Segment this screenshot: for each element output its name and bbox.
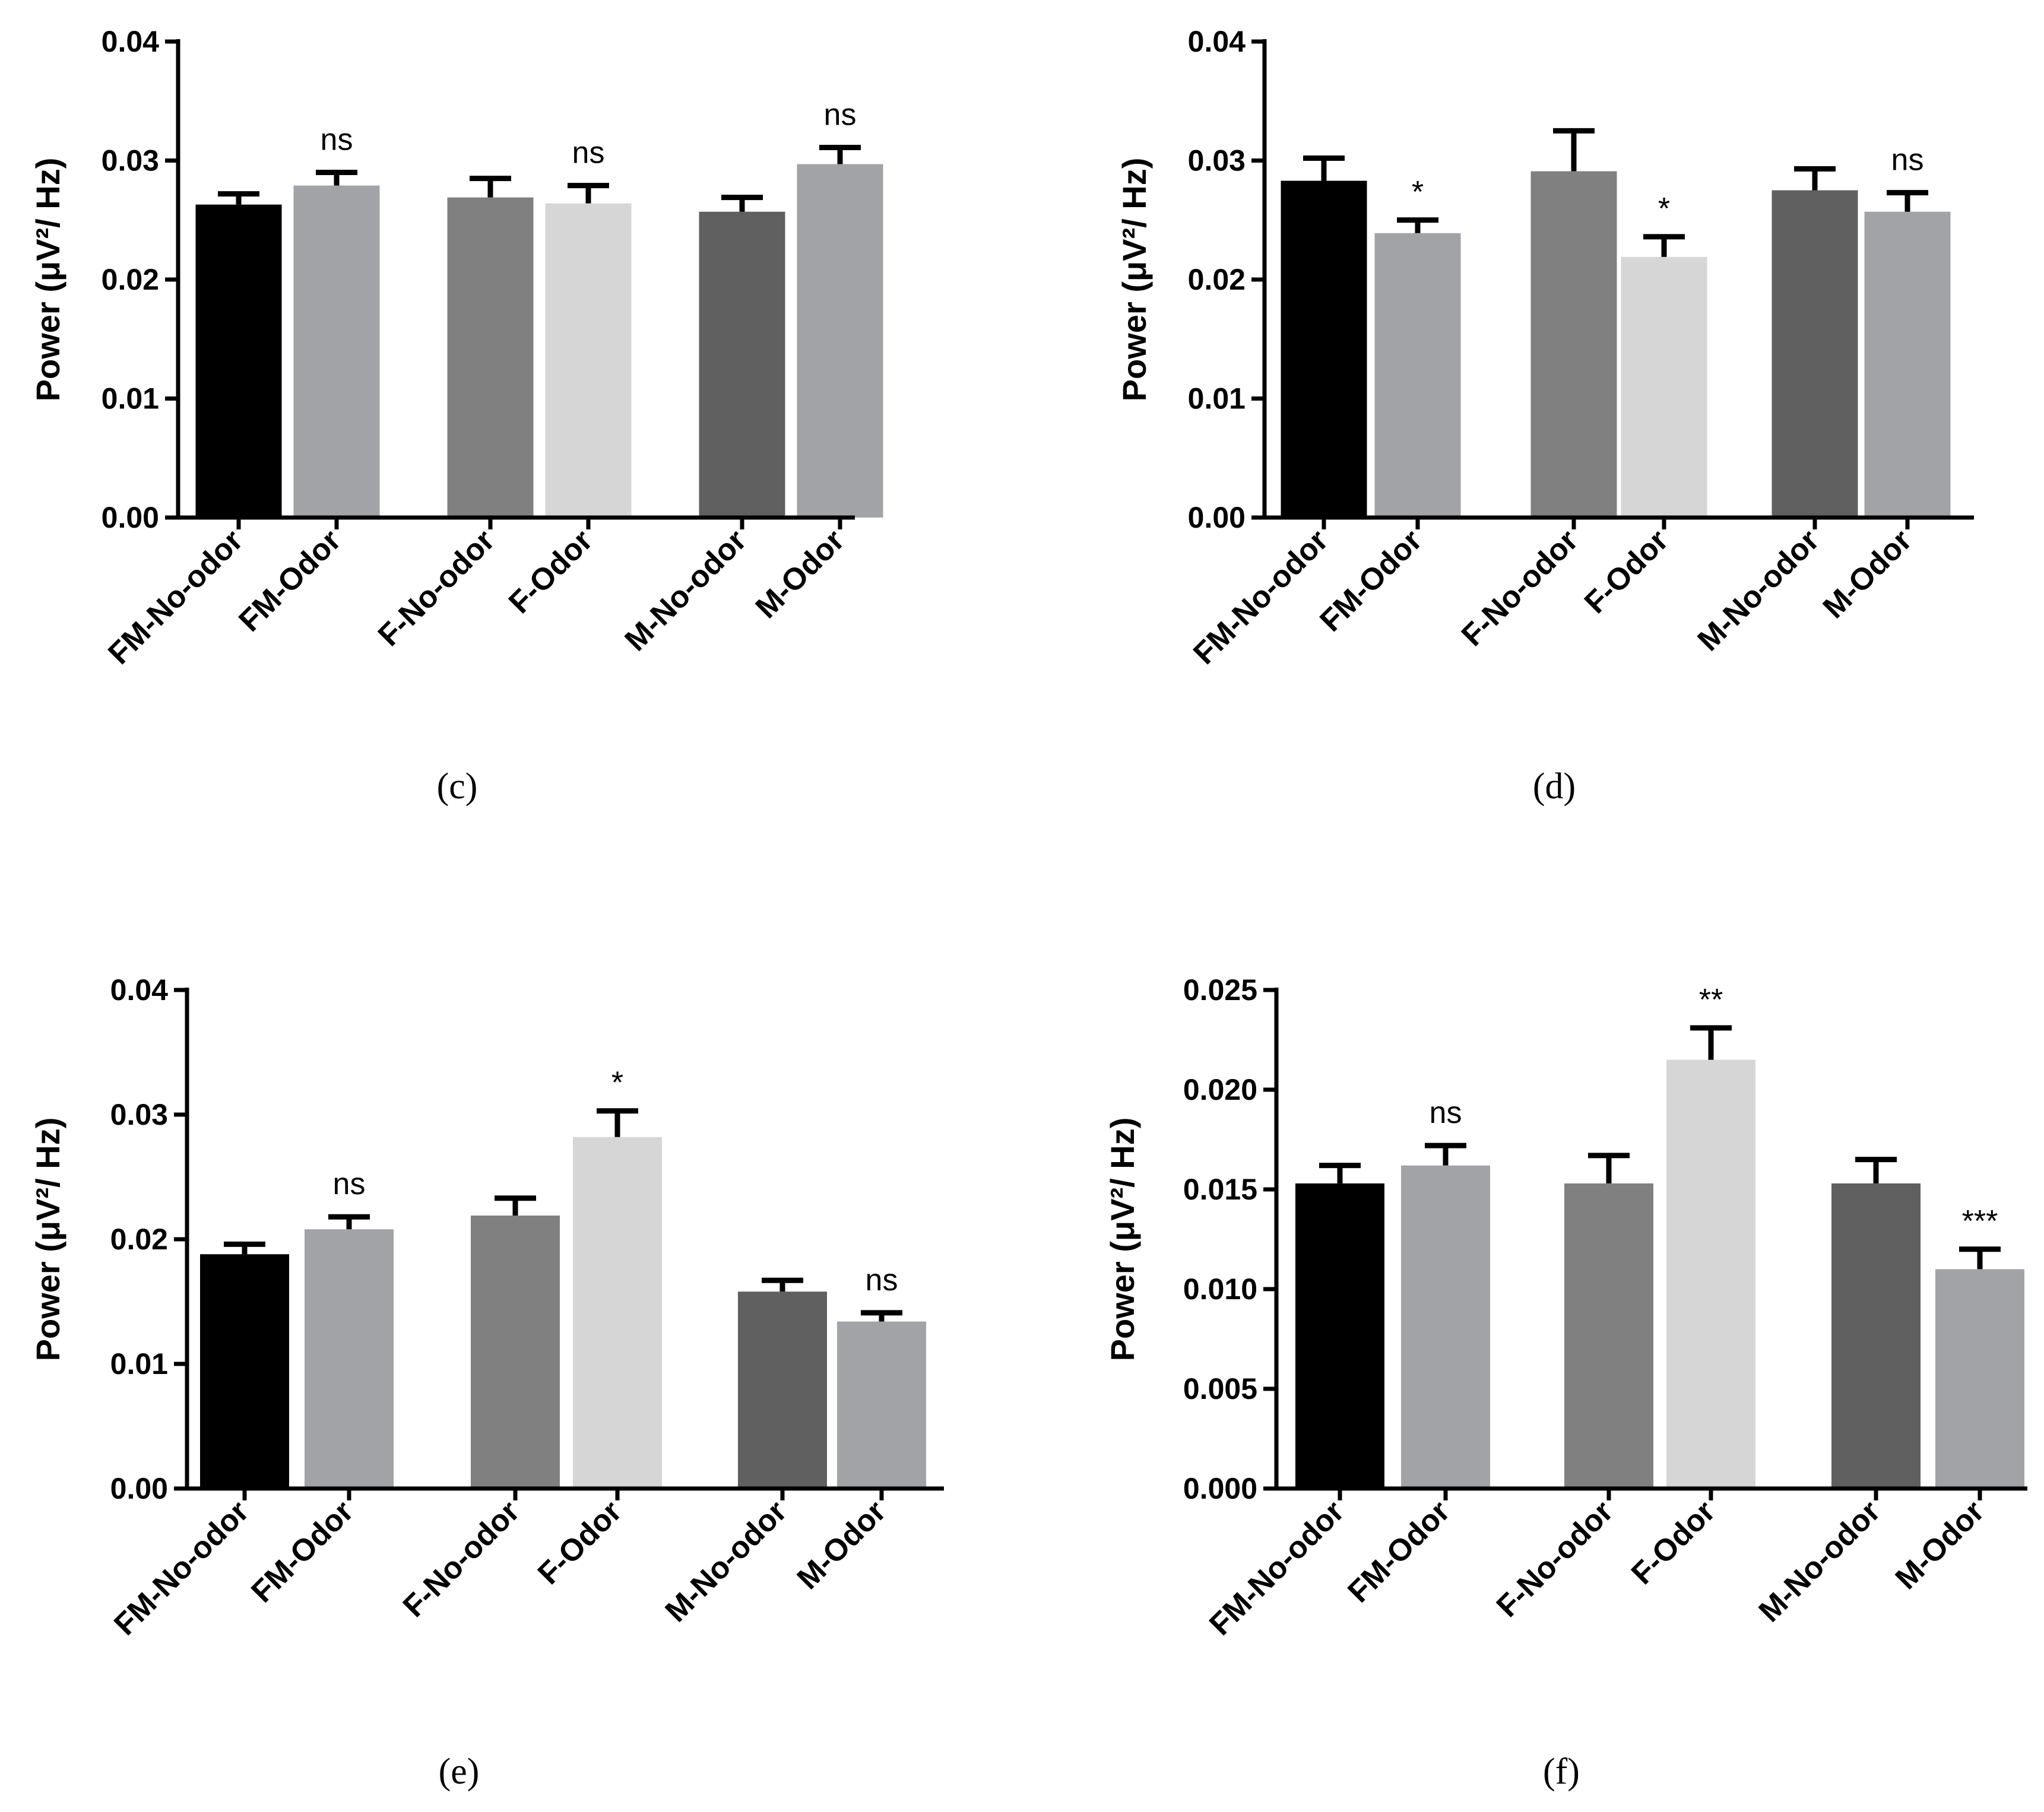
- x-tick-label: FM-Odor: [245, 1494, 360, 1609]
- x-tick-label: F-No-odor: [1455, 523, 1585, 653]
- y-tick-label: 0.00: [1188, 501, 1246, 534]
- significance-label: ns: [1891, 143, 1924, 177]
- significance-label: ns: [1430, 1096, 1462, 1130]
- x-tick-label: FM-Odor: [1341, 1494, 1456, 1609]
- y-tick-label: 0.00: [102, 501, 159, 534]
- chart-panel-e: ns * ns 0.00 0.01 0.02 0.03 0.04 FM-No-odorFM-Od…: [29, 973, 944, 1792]
- bar-m-no-odor: [1831, 1183, 1921, 1489]
- bar-f-odor: [573, 1137, 662, 1489]
- significance-label: *: [1412, 175, 1424, 210]
- y-tick-label: 0.01: [110, 1347, 168, 1381]
- bar-m-no-odor: [1772, 190, 1858, 518]
- x-tick-label: M-No-odor: [659, 1494, 794, 1629]
- y-tick-label: 0.04: [110, 973, 169, 1007]
- significance-label: ns: [824, 97, 857, 132]
- x-tick-label: FM-Odor: [232, 523, 347, 638]
- y-tick-label: 0.02: [102, 263, 159, 296]
- bar-m-no-odor: [738, 1291, 827, 1489]
- bar-f-odor: [545, 203, 632, 518]
- bar-m-no-odor: [699, 211, 785, 518]
- bar-f-no-odor: [471, 1216, 560, 1489]
- bar-fm-odor: [293, 185, 380, 518]
- significance-label: *: [611, 1066, 623, 1100]
- bar-m-odor: [1935, 1269, 2024, 1489]
- bar-f-no-odor: [1564, 1183, 1653, 1489]
- panel-label: (e): [439, 1751, 480, 1792]
- y-axis-title: Power (μV²/ Hz): [29, 158, 66, 402]
- panel-label: (c): [437, 766, 478, 807]
- significance-label: **: [1699, 983, 1723, 1017]
- y-tick-label: 0.02: [1188, 263, 1246, 296]
- y-tick-label: 0.03: [110, 1098, 168, 1131]
- x-tick-label: FM-No-odor: [102, 523, 249, 671]
- y-tick-label: 0.01: [102, 382, 159, 415]
- bar-fm-no-odor: [200, 1254, 289, 1489]
- x-tick-label: M-No-odor: [1691, 523, 1826, 658]
- bar-fm-no-odor: [1295, 1183, 1384, 1489]
- bar-f-no-odor: [447, 197, 534, 518]
- x-tick-label: M-Odor: [791, 1494, 893, 1596]
- y-tick-label: 0.015: [1183, 1173, 1257, 1206]
- x-tick-label: F-No-odor: [1490, 1494, 1620, 1624]
- significance-label: ns: [572, 136, 605, 170]
- x-tick-label: F-Odor: [1625, 1494, 1722, 1591]
- y-axis-title: Power (μV²/ Hz): [29, 1118, 66, 1362]
- significance-label: ns: [333, 1167, 366, 1201]
- y-tick-label: 0.01: [1188, 382, 1246, 415]
- x-tick-label: M-No-odor: [619, 523, 753, 658]
- significance-label: *: [1658, 192, 1670, 226]
- x-tick-label: F-No-odor: [372, 523, 502, 653]
- bar-f-no-odor: [1530, 171, 1617, 518]
- y-tick-label: 0.020: [1183, 1073, 1257, 1106]
- panel-label: (d): [1533, 766, 1576, 807]
- significance-label: ***: [1962, 1204, 1998, 1239]
- x-tick-label: F-Odor: [531, 1494, 629, 1591]
- y-tick-label: 0.000: [1183, 1472, 1257, 1505]
- significance-label: ns: [321, 123, 353, 157]
- chart-panel-d: * * ns 0.00 0.01 0.02 0.03 0.04 FM-No-odorFM-Odo…: [1116, 25, 1974, 807]
- x-tick-label: FM-No-odor: [1187, 523, 1335, 671]
- bar-fm-no-odor: [1281, 180, 1367, 518]
- y-tick-label: 0.00: [110, 1472, 168, 1505]
- panel-label: (f): [1543, 1751, 1580, 1792]
- y-tick-label: 0.03: [102, 144, 159, 177]
- y-axis-title: Power (μV²/ Hz): [1104, 1118, 1141, 1362]
- x-tick-label: F-Odor: [502, 523, 600, 620]
- y-axis-title: Power (μV²/ Hz): [1116, 158, 1153, 402]
- bar-m-odor: [837, 1321, 926, 1489]
- x-tick-label: M-Odor: [749, 523, 851, 625]
- chart-panel-c: ns ns ns 0.00 0.01 0.02 0.03 0.04 FM-No-odorFM-O…: [29, 25, 883, 807]
- x-tick-label: M-Odor: [1817, 523, 1919, 625]
- y-tick-label: 0.04: [1188, 25, 1246, 58]
- bar-fm-odor: [1401, 1165, 1490, 1489]
- bar-fm-odor: [1374, 233, 1461, 518]
- bar-f-odor: [1621, 256, 1707, 518]
- chart-panel-f: ns*****0.0000.0050.0100.0150.0200.025FM-…: [1104, 973, 2027, 1792]
- y-tick-label: 0.04: [102, 25, 160, 58]
- y-tick-label: 0.02: [110, 1223, 168, 1256]
- y-tick-label: 0.025: [1183, 973, 1257, 1007]
- bar-f-odor: [1666, 1059, 1755, 1489]
- bar-m-odor: [797, 164, 883, 518]
- bar-m-odor: [1864, 211, 1951, 518]
- y-tick-label: 0.03: [1188, 144, 1246, 177]
- bar-fm-no-odor: [195, 204, 282, 518]
- y-tick-label: 0.010: [1183, 1272, 1257, 1306]
- y-tick-label: 0.005: [1183, 1372, 1257, 1405]
- x-tick-label: FM-Odor: [1313, 523, 1428, 638]
- x-tick-label: FM-No-odor: [107, 1494, 255, 1642]
- significance-label: ns: [866, 1263, 898, 1297]
- x-tick-label: F-No-odor: [397, 1494, 527, 1624]
- x-tick-label: FM-No-odor: [1203, 1494, 1351, 1642]
- x-tick-label: M-No-odor: [1753, 1494, 1887, 1629]
- bar-fm-odor: [305, 1229, 394, 1489]
- x-tick-label: M-Odor: [1889, 1494, 1991, 1596]
- x-tick-label: F-Odor: [1578, 523, 1675, 620]
